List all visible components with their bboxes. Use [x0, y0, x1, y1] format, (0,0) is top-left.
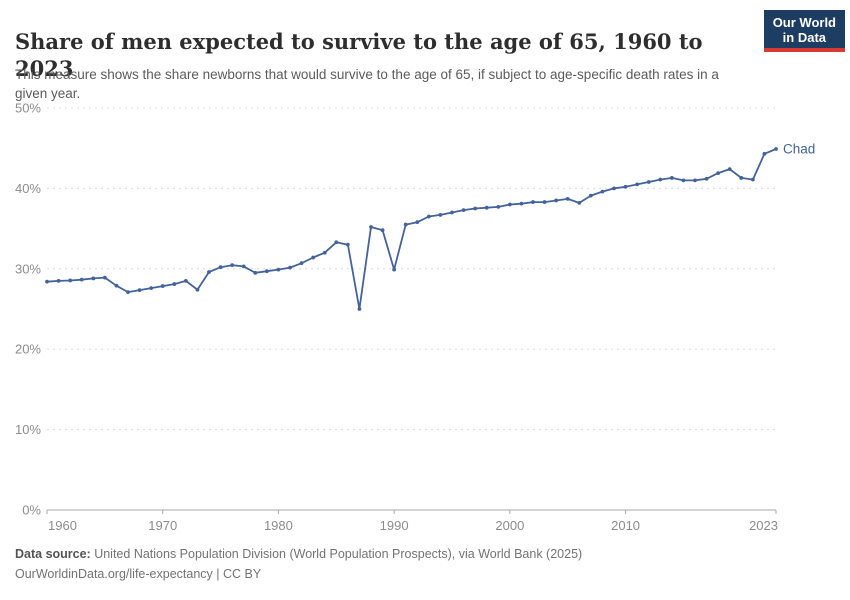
data-point-marker[interactable]	[322, 250, 327, 255]
data-point-marker[interactable]	[426, 214, 431, 219]
y-tick-label: 0%	[22, 503, 41, 518]
data-point-marker[interactable]	[183, 278, 188, 283]
data-point-marker[interactable]	[450, 210, 454, 215]
data-point-marker[interactable]	[531, 200, 535, 204]
data-point-marker[interactable]	[762, 151, 767, 156]
chart-subtitle: This measure shows the share newborns th…	[15, 66, 719, 101]
data-point-marker[interactable]	[334, 240, 339, 245]
data-point-marker[interactable]	[716, 171, 721, 176]
data-point-marker[interactable]	[91, 276, 96, 281]
chart-footer: Data source: United Nations Population D…	[15, 545, 835, 584]
data-point-marker[interactable]	[230, 263, 235, 268]
data-point-marker[interactable]	[276, 267, 281, 272]
data-point-marker[interactable]	[403, 222, 408, 227]
data-point-marker[interactable]	[519, 201, 524, 206]
data-point-marker[interactable]	[149, 286, 154, 290]
y-tick-label: 50%	[15, 101, 41, 116]
data-point-marker[interactable]	[102, 275, 107, 280]
data-point-marker[interactable]	[669, 176, 674, 180]
data-point-marker[interactable]	[392, 267, 397, 272]
data-point-marker[interactable]	[750, 177, 755, 182]
x-tick-label: 2000	[495, 518, 524, 533]
gridlines-group	[47, 107, 776, 511]
data-point-marker[interactable]	[172, 282, 177, 286]
x-tick-label: 1980	[264, 518, 293, 533]
series-group[interactable]: Chad	[45, 142, 815, 311]
data-point-marker[interactable]	[357, 307, 362, 311]
data-point-marker[interactable]	[565, 196, 570, 201]
chart-title: Share of men expected to survive to the …	[15, 29, 703, 82]
x-tick-label: 1970	[148, 518, 177, 533]
data-point-marker[interactable]	[727, 167, 732, 172]
data-point-marker[interactable]	[241, 264, 246, 269]
x-tick-label: 2010	[611, 518, 640, 533]
data-source-text: United Nations Population Division (Worl…	[90, 547, 583, 561]
owid-logo[interactable]: Our World in Data	[763, 10, 845, 52]
data-point-marker[interactable]	[484, 205, 489, 210]
data-point-marker[interactable]	[253, 270, 258, 275]
y-tick-label: 20%	[15, 342, 41, 357]
y-tick-label: 40%	[15, 181, 41, 196]
series-end-label[interactable]: Chad	[783, 142, 815, 157]
chart-svg[interactable]: 0% 10% 20% 30% 40% 50% 1960 1970 1980 1990 2000 20…	[0, 95, 850, 540]
data-point-marker[interactable]	[126, 290, 130, 295]
data-point-marker[interactable]	[68, 278, 73, 283]
data-point-marker[interactable]	[612, 186, 616, 191]
data-point-marker[interactable]	[311, 255, 316, 260]
data-point-marker[interactable]	[195, 287, 200, 292]
owid-logo-line1: Our World	[772, 15, 836, 30]
chad-line[interactable]	[46, 148, 777, 310]
data-point-marker[interactable]	[693, 178, 697, 183]
owid-logo-line2: in Data	[782, 30, 827, 45]
data-point-marker[interactable]	[114, 283, 119, 288]
data-point-marker[interactable]	[681, 178, 686, 183]
data-point-marker[interactable]	[623, 184, 628, 189]
data-point-marker[interactable]	[774, 147, 778, 151]
data-point-marker[interactable]	[207, 270, 211, 274]
y-tick-label: 10%	[15, 422, 41, 437]
data-point-marker[interactable]	[137, 288, 142, 293]
data-point-marker[interactable]	[299, 261, 304, 266]
data-point-marker[interactable]	[461, 208, 466, 213]
data-point-marker[interactable]	[542, 200, 547, 204]
data-point-marker[interactable]	[588, 193, 593, 198]
data-point-marker[interactable]	[369, 225, 373, 229]
data-point-marker[interactable]	[704, 176, 709, 181]
y-axis-labels-group: 0% 10% 20% 30% 40% 50%	[15, 101, 41, 518]
data-point-marker[interactable]	[345, 242, 350, 247]
data-point-marker[interactable]	[507, 202, 512, 207]
data-point-marker[interactable]	[635, 182, 640, 187]
citation-line: OurWorldinData.org/life-expectancy | CC …	[15, 565, 835, 585]
x-tick-label: 1990	[380, 518, 409, 533]
y-tick-label: 30%	[15, 261, 41, 276]
data-source-label: Data source:	[15, 547, 91, 561]
data-point-marker[interactable]	[415, 220, 420, 225]
data-point-marker[interactable]	[160, 284, 165, 288]
data-point-marker[interactable]	[56, 278, 61, 283]
data-point-marker[interactable]	[496, 204, 501, 209]
data-point-marker[interactable]	[380, 228, 385, 233]
data-point-marker[interactable]	[600, 189, 605, 194]
data-point-marker[interactable]	[264, 269, 269, 274]
data-point-marker[interactable]	[45, 279, 49, 284]
license-link[interactable]: CC BY	[222, 566, 262, 581]
data-point-marker[interactable]	[739, 176, 744, 180]
data-point-marker[interactable]	[79, 277, 84, 282]
data-point-marker[interactable]	[577, 200, 582, 205]
data-point-marker[interactable]	[658, 177, 663, 182]
data-point-marker[interactable]	[646, 180, 651, 184]
data-point-marker[interactable]	[554, 198, 559, 203]
data-point-marker[interactable]	[218, 265, 223, 270]
x-axis-group: 1960 1970 1980 1990 2000 2010 2023	[46, 510, 778, 533]
data-point-marker[interactable]	[473, 206, 478, 211]
data-point-marker[interactable]	[288, 265, 292, 270]
owid-url-link[interactable]: OurWorldinData.org/life-expectancy	[15, 566, 213, 581]
data-source-line: Data source: United Nations Population D…	[15, 545, 835, 565]
data-point-marker[interactable]	[438, 213, 443, 217]
x-tick-label: 2023	[749, 518, 778, 533]
x-tick-label: 1960	[48, 518, 77, 533]
citation-separator: |	[212, 566, 223, 581]
